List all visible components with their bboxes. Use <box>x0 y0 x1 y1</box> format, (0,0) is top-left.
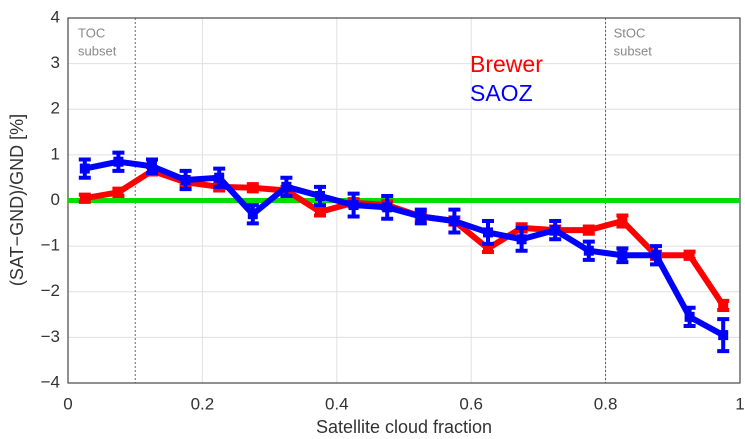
marker <box>651 250 661 261</box>
annotation: subset <box>614 43 653 58</box>
y-tick-label: 4 <box>51 7 60 26</box>
annotation: TOC <box>78 25 105 40</box>
y-tick-label: −1 <box>41 236 60 255</box>
marker <box>315 206 325 217</box>
marker <box>348 200 359 211</box>
marker <box>684 311 695 322</box>
x-tick-label: 0.4 <box>325 394 349 413</box>
y-tick-label: 3 <box>51 53 60 72</box>
y-axis-label: (SAT−GND)/GND [%] <box>7 114 27 286</box>
marker <box>113 156 124 167</box>
marker <box>449 216 460 227</box>
marker <box>583 245 594 256</box>
marker <box>79 163 90 174</box>
marker <box>315 190 325 201</box>
x-tick-label: 1 <box>735 394 744 413</box>
marker <box>516 234 527 245</box>
marker <box>684 250 695 261</box>
legend-label: SAOZ <box>470 80 533 106</box>
y-tick-label: −2 <box>41 281 60 300</box>
y-tick-label: 0 <box>51 190 60 209</box>
y-tick-label: −4 <box>41 372 60 391</box>
marker <box>550 225 561 236</box>
marker <box>617 216 628 227</box>
x-axis-label: Satellite cloud fraction <box>316 417 492 437</box>
marker <box>718 330 729 341</box>
marker <box>382 202 393 213</box>
marker <box>147 161 157 172</box>
marker <box>415 211 426 222</box>
annotation: StOC <box>614 25 646 40</box>
series-line <box>84 158 725 338</box>
annotation: subset <box>78 43 117 58</box>
marker <box>281 181 292 192</box>
marker <box>79 193 90 204</box>
y-tick-label: −3 <box>41 327 60 346</box>
marker <box>247 182 258 193</box>
marker <box>617 250 628 261</box>
x-tick-label: 0 <box>63 394 72 413</box>
marker <box>718 300 729 311</box>
y-tick-label: 1 <box>51 144 60 163</box>
marker <box>483 227 493 238</box>
x-tick-label: 0.6 <box>459 394 483 413</box>
marker <box>214 172 225 183</box>
legend-label: Brewer <box>470 51 543 77</box>
marker <box>483 243 493 254</box>
marker <box>180 174 191 185</box>
marker <box>247 209 258 220</box>
marker <box>583 225 594 236</box>
marker <box>113 187 124 198</box>
x-tick-label: 0.2 <box>191 394 215 413</box>
x-tick-label: 0.8 <box>594 394 618 413</box>
y-tick-label: 2 <box>51 99 60 118</box>
